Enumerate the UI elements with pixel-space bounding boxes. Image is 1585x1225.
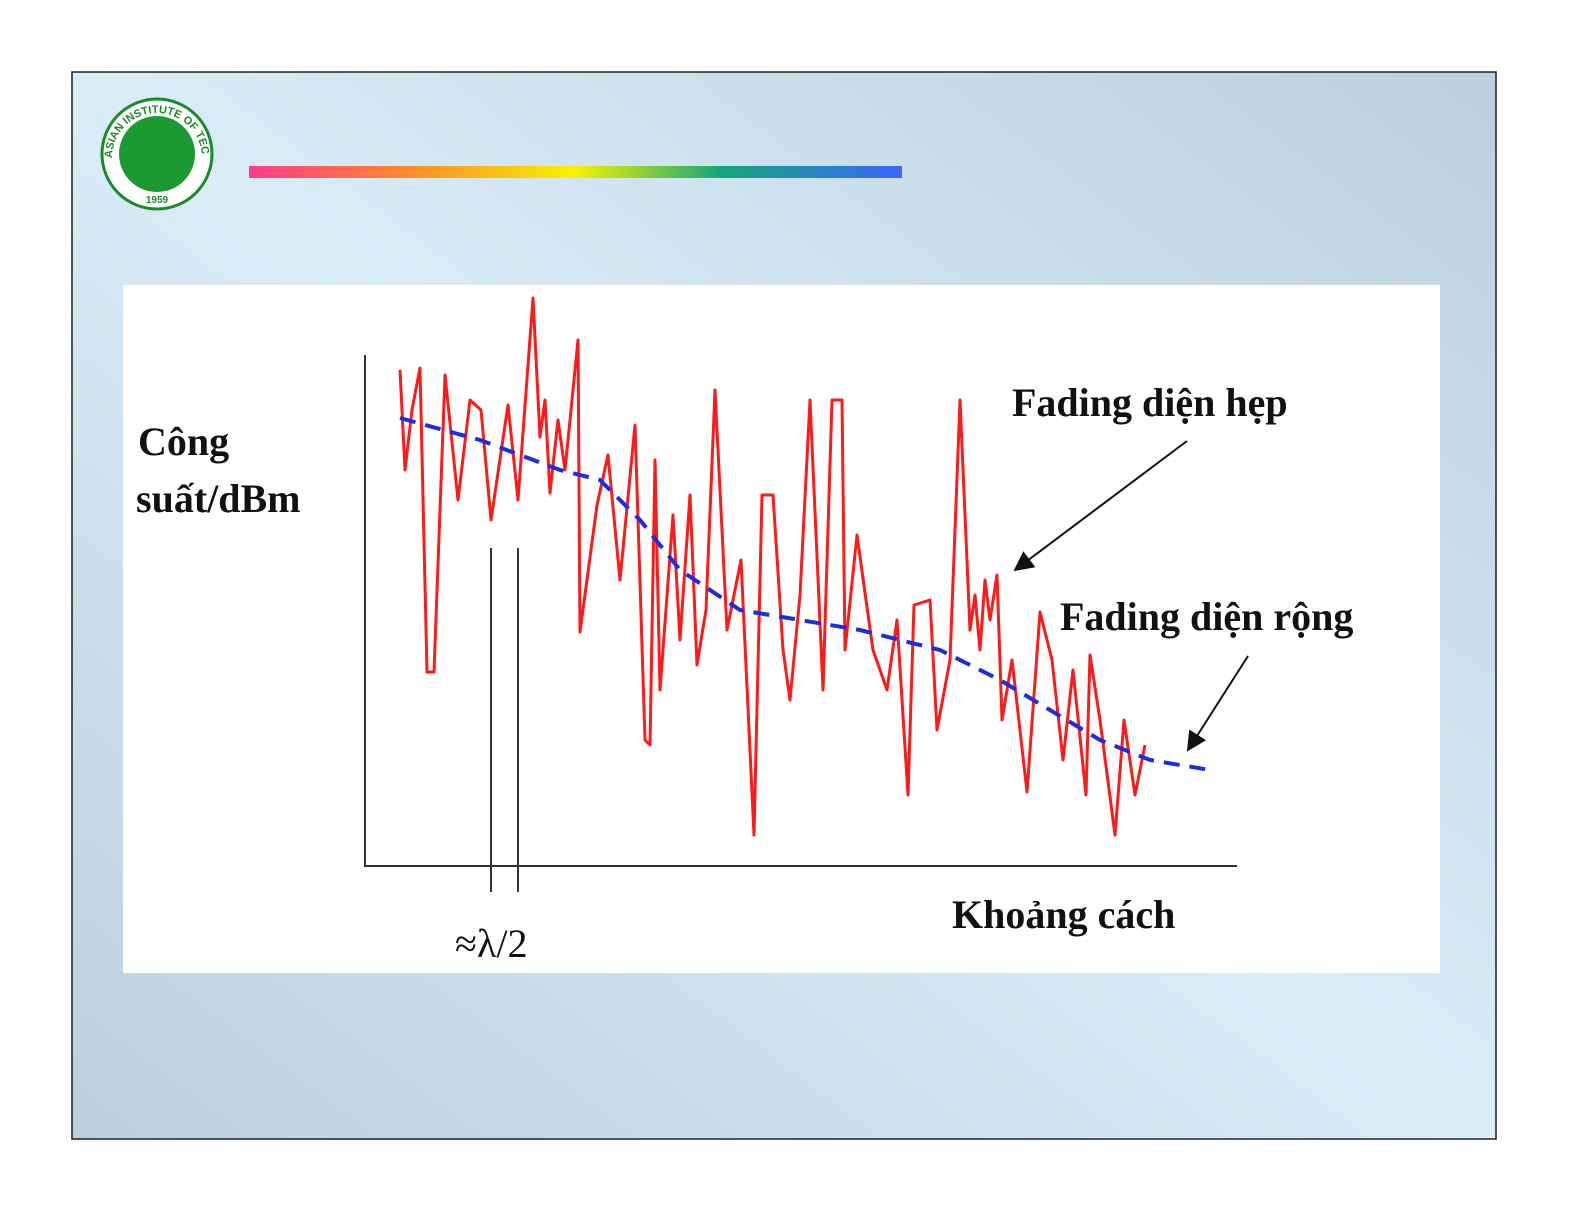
spacing-label: ≈λ/2 [455,921,527,966]
narrow-fading-curve [398,296,1147,837]
annotation: Fading diện rộng [1060,594,1353,639]
rainbow-bar [249,166,902,178]
axes [364,355,1237,892]
y-label: Công [138,419,229,464]
wide-fading-trend [399,416,1211,772]
arrow [1013,440,1188,572]
logo-globe [119,116,195,192]
logo-year: 1959 [146,195,169,206]
y-label: suất/dBm [136,476,301,521]
x-label: Khoảng cách [952,892,1175,937]
annotation: Fading diện hẹp [1012,380,1288,425]
arrow [1186,655,1249,752]
